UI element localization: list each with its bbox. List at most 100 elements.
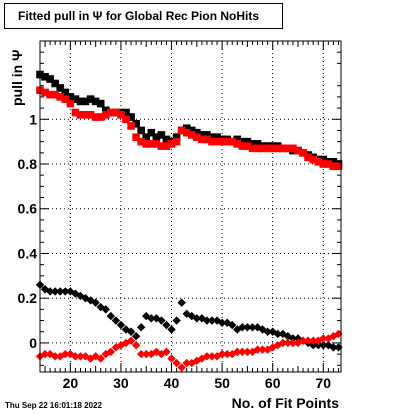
data-point-square <box>253 140 262 148</box>
data-point-square <box>233 135 242 144</box>
data-point-diamond <box>177 298 186 307</box>
data-point-diamond <box>131 332 141 341</box>
data-point-square <box>86 111 95 119</box>
data-point-diamond <box>303 336 313 345</box>
y-tick-label: 0.6 <box>18 201 38 217</box>
data-point-diamond <box>278 338 288 348</box>
data-point-square <box>61 88 70 97</box>
data-point-diamond <box>202 352 212 361</box>
data-point-diamond <box>172 316 181 325</box>
data-point-square <box>137 126 145 135</box>
data-point-square <box>76 111 85 119</box>
data-point-square <box>162 135 171 144</box>
data-point-square <box>203 135 211 144</box>
data-point-square <box>81 111 90 119</box>
data-point-square <box>314 157 323 166</box>
data-point-diamond <box>157 316 166 325</box>
data-point-diamond <box>142 311 151 321</box>
data-point-square <box>324 160 333 168</box>
timestamp: Thu Sep 22 16:01:18 2022 <box>5 401 102 410</box>
data-point-diamond <box>217 318 227 327</box>
x-axis-label: No. of Fit Points <box>231 395 339 411</box>
data-point-square <box>329 157 338 166</box>
data-point-square <box>162 142 171 150</box>
data-point-square <box>309 155 317 164</box>
data-point-diamond <box>162 347 171 357</box>
data-point-square <box>248 140 257 148</box>
data-point-square <box>187 131 196 139</box>
data-point-diamond <box>86 354 95 363</box>
data-point-square <box>137 137 145 146</box>
data-point-square <box>81 97 90 106</box>
data-point-diamond <box>273 329 282 339</box>
x-tick-label: 30 <box>113 375 129 391</box>
data-point-square <box>172 133 181 141</box>
x-tick-label: 40 <box>164 375 180 391</box>
data-point-diamond <box>207 352 217 361</box>
data-point-square <box>238 137 247 146</box>
data-point-diamond <box>197 314 207 323</box>
data-point-diamond <box>50 287 60 296</box>
data-point-diamond <box>86 296 95 305</box>
data-point-square <box>157 142 166 150</box>
data-point-diamond <box>319 334 328 343</box>
data-point-square <box>218 137 226 146</box>
data-point-diamond <box>131 340 141 350</box>
data-point-diamond <box>308 336 318 345</box>
data-point-diamond <box>61 287 70 296</box>
data-point-square <box>289 144 297 153</box>
data-point-diamond <box>126 336 136 345</box>
data-point-square <box>233 140 242 148</box>
data-point-diamond <box>136 323 146 332</box>
data-point-square <box>172 137 181 146</box>
data-point-square <box>66 99 75 108</box>
data-point-square <box>208 133 216 141</box>
data-point-square <box>284 144 292 153</box>
data-point-square <box>177 126 186 135</box>
chart-title: Fitted pull in Ψ for Global Rec Pion NoH… <box>18 9 260 23</box>
data-point-diamond <box>71 352 80 361</box>
data-point-square <box>152 140 161 148</box>
data-point-square <box>279 144 287 153</box>
data-point-diamond <box>197 354 207 363</box>
data-point-square <box>41 72 49 81</box>
data-point-square <box>61 95 70 103</box>
data-point-diamond <box>147 314 156 323</box>
data-point-diamond <box>217 349 227 359</box>
data-point-diamond <box>298 336 308 345</box>
data-point-diamond <box>91 298 100 307</box>
data-point-diamond <box>263 327 272 336</box>
data-point-diamond <box>50 352 60 361</box>
data-point-square <box>71 108 80 117</box>
data-point-diamond <box>288 338 298 348</box>
data-point-square <box>86 95 95 103</box>
data-point-diamond <box>121 338 131 348</box>
data-point-diamond <box>202 316 212 325</box>
data-point-square <box>71 95 80 103</box>
data-point-diamond <box>167 354 176 363</box>
data-point-square <box>294 146 302 155</box>
data-point-diamond <box>258 345 267 354</box>
data-point-square <box>122 108 130 117</box>
y-tick-label: 0 <box>29 335 37 351</box>
data-point-diamond <box>319 340 328 350</box>
y-tick-label: 0.4 <box>18 245 38 261</box>
data-point-square <box>41 88 49 97</box>
data-point-diamond <box>192 314 202 323</box>
data-point-square <box>243 137 252 146</box>
data-point-square <box>223 137 231 146</box>
y-tick-label: 0.2 <box>18 290 38 306</box>
data-point-square <box>112 108 120 117</box>
data-point-diamond <box>76 352 85 361</box>
data-point-diamond <box>177 363 186 372</box>
data-point-diamond <box>167 325 176 334</box>
data-point-square <box>203 131 211 139</box>
data-point-square <box>198 135 206 144</box>
data-point-square <box>253 144 262 153</box>
data-point-diamond <box>136 349 146 359</box>
data-point-diamond <box>56 287 65 296</box>
data-point-square <box>167 140 176 148</box>
y-tick-label: 0.8 <box>18 156 38 172</box>
data-point-diamond <box>162 320 171 330</box>
data-point-diamond <box>308 340 318 350</box>
